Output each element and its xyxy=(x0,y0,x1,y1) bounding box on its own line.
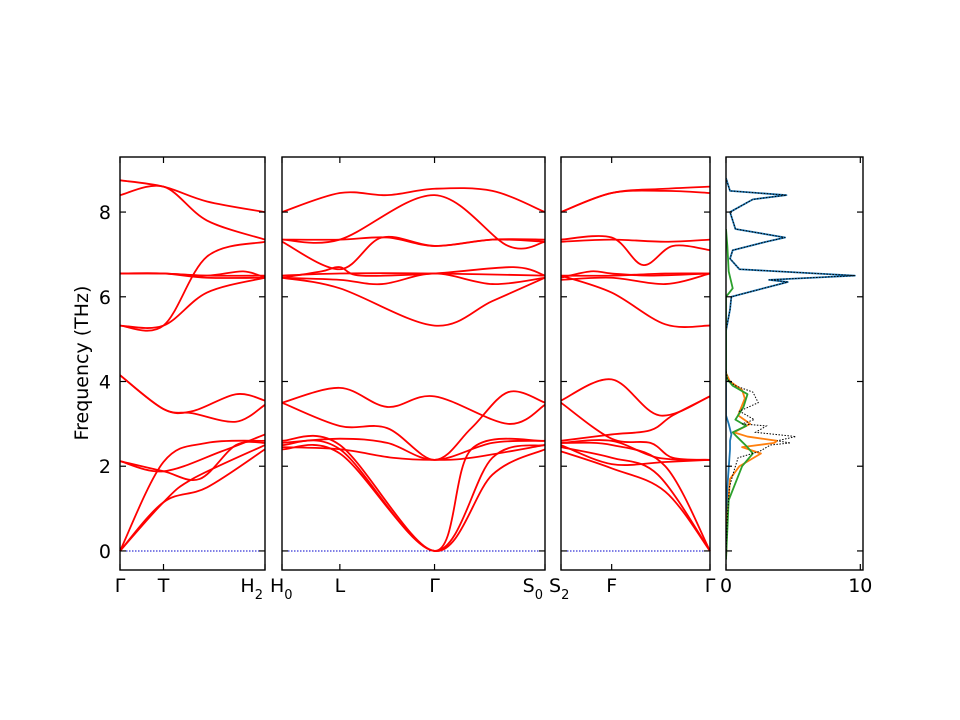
band-panel-2: H0 L Γ S0 xyxy=(270,156,546,603)
x-tick-label: 10 xyxy=(848,575,872,597)
phonon-band xyxy=(119,448,266,552)
y-axis-label: Frequency (THz) xyxy=(71,286,93,441)
dos-panel: 0 10 xyxy=(720,156,872,597)
panel-frame xyxy=(560,156,711,571)
y-tick-label: 6 xyxy=(99,287,111,309)
panel-frame xyxy=(725,156,864,571)
phonon-band xyxy=(281,276,546,327)
phonon-band xyxy=(281,187,546,213)
phonon-band xyxy=(119,440,266,481)
phonon-band xyxy=(281,272,546,286)
phonon-band xyxy=(119,179,266,213)
phonon-band xyxy=(560,272,711,285)
phonon-band xyxy=(281,437,546,461)
x-tick-label: L xyxy=(335,575,346,597)
phonon-band xyxy=(281,272,546,277)
phonon-band xyxy=(119,276,266,329)
total-dos-line xyxy=(726,178,855,560)
phonon-band xyxy=(119,270,266,279)
phonon-band xyxy=(281,266,546,279)
phonon-band xyxy=(560,238,711,243)
phonon-band xyxy=(560,441,711,552)
phonon-band xyxy=(560,401,711,461)
x-tick-label: Γ xyxy=(115,575,126,597)
x-tick-label: T xyxy=(157,575,170,597)
phonon-band xyxy=(281,386,546,425)
phonon-band xyxy=(281,194,546,250)
phonon-band xyxy=(119,374,266,415)
x-tick-label: 0 xyxy=(720,575,732,597)
phonon-band xyxy=(119,240,266,332)
phonon-band xyxy=(560,450,711,552)
phonon-band xyxy=(560,235,711,266)
y-tick-label: 2 xyxy=(99,456,111,478)
y-tick-label: 8 xyxy=(99,202,111,224)
phonon-band xyxy=(281,390,546,461)
phonon-band xyxy=(119,439,266,552)
phonon-band xyxy=(119,444,266,552)
partial-dos-line xyxy=(726,372,778,560)
band-panel-3: S2 F Γ xyxy=(549,156,716,603)
phonon-band xyxy=(560,274,711,328)
phonon-band xyxy=(281,444,546,461)
phonon-band xyxy=(560,378,711,417)
phonon-band xyxy=(281,235,546,271)
x-tick-label: Γ xyxy=(429,575,440,597)
panel-frame xyxy=(281,156,546,571)
phonon-band xyxy=(560,185,711,213)
panel-frame xyxy=(119,156,266,571)
phonon-band xyxy=(119,184,266,241)
x-tick-label: Γ xyxy=(705,575,716,597)
dos-curves xyxy=(726,177,856,560)
x-tick-label: F xyxy=(606,575,617,597)
phonon-band xyxy=(560,270,711,279)
y-tick-label: 0 xyxy=(99,541,111,563)
y-tick-label: 4 xyxy=(99,372,111,394)
phonon-band xyxy=(560,444,711,466)
